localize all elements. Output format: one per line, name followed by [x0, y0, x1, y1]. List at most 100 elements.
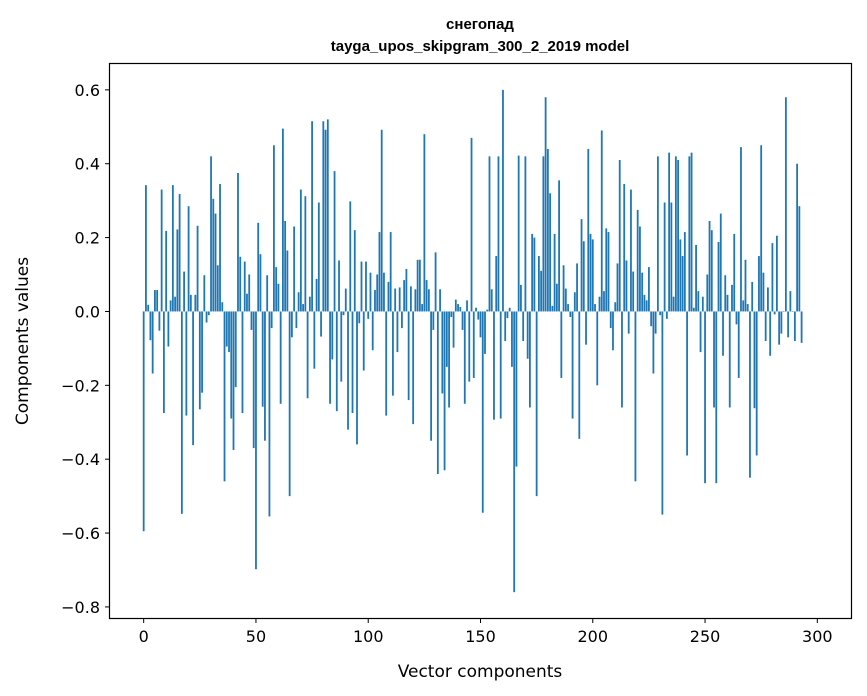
bar-component-240 — [681, 256, 684, 312]
bar-component-125 — [423, 134, 426, 312]
bar-component-131 — [436, 311, 439, 474]
bar-component-29 — [207, 311, 210, 316]
bar-component-28 — [205, 311, 208, 323]
bar-component-38 — [228, 311, 230, 353]
x-tick-label: 100 — [353, 627, 384, 646]
bar-component-147 — [472, 311, 475, 378]
bar-component-274 — [758, 256, 760, 312]
bar-component-97 — [360, 261, 363, 312]
bar-component-262 — [731, 284, 733, 312]
x-axis-ticks: 0 50 100 150 200 250 300 — [139, 618, 833, 646]
bar-component-134 — [443, 311, 446, 471]
bar-component-139 — [454, 299, 457, 312]
bar-component-249 — [701, 296, 704, 312]
bar-component-267 — [742, 300, 745, 312]
bar-component-94 — [353, 230, 356, 312]
bar-component-215 — [625, 260, 628, 312]
bar-component-58 — [273, 145, 275, 312]
bar-component-140 — [457, 304, 459, 312]
bar-component-250 — [704, 311, 706, 484]
bar-component-31 — [212, 198, 215, 312]
bar-component-101 — [369, 272, 372, 312]
bar-component-128 — [430, 311, 432, 441]
x-tick-label: 250 — [690, 627, 721, 646]
bar-component-56 — [268, 311, 271, 517]
bar-component-188 — [564, 288, 567, 312]
bar-component-226 — [650, 311, 653, 327]
bar-component-120 — [412, 311, 415, 425]
bar-component-179 — [544, 97, 547, 312]
bar-component-233 — [665, 311, 668, 319]
bar-component-167 — [517, 155, 520, 312]
bar-component-260 — [726, 294, 729, 312]
bar-component-201 — [594, 304, 596, 312]
bar-component-175 — [535, 311, 538, 497]
bar-component-145 — [468, 311, 471, 382]
bar-component-239 — [679, 239, 682, 312]
bar-component-23 — [194, 294, 197, 312]
bar-component-157 — [495, 256, 498, 312]
y-tick-label: 0.0 — [75, 302, 100, 321]
bar-component-283 — [778, 311, 781, 345]
bar-component-7 — [158, 311, 161, 331]
bar-component-186 — [560, 311, 563, 378]
bar-component-172 — [529, 311, 531, 408]
bar-component-211 — [616, 263, 619, 312]
bar-component-181 — [549, 193, 552, 312]
bar-component-173 — [531, 233, 534, 312]
bar-component-189 — [567, 304, 569, 312]
y-tick-label: 0.4 — [75, 155, 100, 174]
bar-component-75 — [311, 121, 313, 312]
bar-component-93 — [351, 311, 354, 414]
bar-component-242 — [686, 311, 688, 456]
bar-component-130 — [434, 252, 437, 312]
bar-component-121 — [414, 289, 417, 312]
bar-component-178 — [542, 156, 545, 312]
bar-series — [142, 89, 803, 593]
bar-component-290 — [793, 311, 796, 341]
bar-component-247 — [697, 291, 700, 312]
bar-component-91 — [347, 311, 349, 430]
bar-component-137 — [450, 311, 453, 317]
bar-component-110 — [389, 232, 392, 312]
bar-component-253 — [710, 230, 713, 312]
bar-component-100 — [367, 311, 370, 319]
bar-component-25 — [198, 311, 201, 410]
bar-component-279 — [769, 311, 772, 356]
bar-component-200 — [591, 239, 594, 312]
bar-component-13 — [171, 185, 174, 312]
bar-component-143 — [463, 311, 466, 404]
bar-component-163 — [508, 307, 511, 312]
bar-component-177 — [540, 270, 543, 312]
y-axis-ticks: −0.8 −0.6 −0.4 −0.2 0.0 0.2 0.4 0.6 — [61, 81, 110, 617]
bar-component-68 — [295, 311, 298, 329]
bar-component-287 — [787, 311, 790, 338]
x-tick-label: 300 — [802, 627, 833, 646]
bar-component-33 — [216, 265, 219, 312]
bar-component-51 — [257, 222, 260, 312]
bar-component-39 — [230, 311, 233, 419]
bar-component-74 — [308, 296, 311, 312]
bar-component-187 — [562, 265, 565, 312]
bar-component-289 — [791, 311, 794, 312]
bar-component-79 — [320, 311, 322, 337]
bar-component-19 — [185, 311, 188, 416]
bar-component-71 — [302, 304, 305, 312]
bar-component-156 — [493, 311, 495, 420]
bar-component-64 — [286, 250, 289, 312]
bar-component-237 — [674, 156, 677, 312]
bar-component-251 — [706, 274, 709, 312]
bar-component-135 — [445, 311, 448, 367]
bar-component-53 — [261, 311, 264, 407]
bar-component-47 — [248, 274, 251, 312]
bar-component-107 — [383, 272, 385, 312]
bar-component-122 — [416, 259, 419, 312]
bar-component-108 — [385, 311, 388, 416]
bar-component-263 — [733, 233, 736, 312]
y-tick-label: −0.6 — [61, 524, 100, 543]
bar-component-133 — [441, 311, 444, 394]
bar-component-282 — [776, 235, 778, 312]
bar-component-6 — [156, 290, 159, 312]
bar-component-109 — [387, 281, 390, 312]
bar-component-206 — [605, 228, 608, 312]
